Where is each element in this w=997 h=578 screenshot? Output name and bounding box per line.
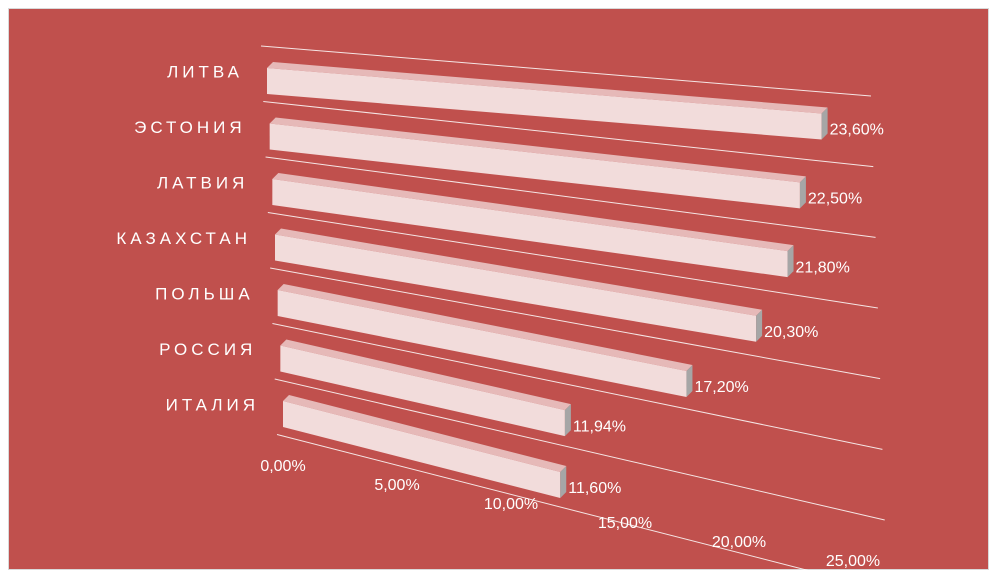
- category-label: ПОЛЬША: [155, 284, 253, 303]
- data-label: 20,30%: [764, 324, 818, 341]
- gridline: [267, 212, 878, 309]
- bar-top-face: [283, 395, 567, 472]
- gridline: [270, 267, 881, 380]
- bar-top-face: [269, 117, 806, 183]
- bar-top-face: [267, 62, 828, 114]
- x-tick-label: 25,00%: [826, 553, 880, 570]
- data-label: 11,94%: [573, 418, 626, 435]
- bar: [272, 179, 788, 278]
- bar-end-face: [821, 107, 828, 140]
- bar-chart: ЛИТВА 23,60% ЭСТОНИЯ 22,50% ЛАТВИЯ 21,80% КАЗА…: [116, 45, 885, 571]
- bar: [267, 68, 822, 140]
- data-label: 21,80%: [796, 259, 850, 276]
- bar-end-face: [799, 176, 806, 209]
- chart-area: ЛИТВА 23,60% ЭСТОНИЯ 22,50% ЛАТВИЯ 21,80% КАЗА…: [8, 8, 989, 571]
- category-label: ЛАТВИЯ: [157, 173, 248, 192]
- gridline: [263, 101, 874, 168]
- bar: [283, 401, 561, 498]
- gridline: [272, 323, 883, 450]
- category-label: КАЗАХСТАН: [116, 229, 251, 248]
- bar-end-face: [564, 404, 571, 437]
- bar-top-face: [275, 228, 763, 316]
- data-label: 22,50%: [808, 191, 862, 208]
- gridline: [274, 378, 885, 521]
- data-label: 23,60%: [830, 122, 884, 139]
- gridline: [260, 45, 872, 97]
- category-label: РОССИЯ: [159, 340, 256, 359]
- x-tick-label: 10,00%: [484, 496, 538, 513]
- bar-end-face: [560, 465, 567, 498]
- x-tick-label: 0,00%: [260, 458, 305, 475]
- bar: [269, 123, 800, 209]
- x-tick-label: 15,00%: [598, 515, 652, 532]
- bar-end-face: [686, 364, 693, 397]
- bar-top-face: [277, 284, 693, 371]
- gridline: [265, 156, 876, 238]
- bar: [277, 290, 687, 397]
- data-label: 11,60%: [568, 480, 621, 497]
- bar-end-face: [756, 309, 763, 342]
- bar: [275, 234, 757, 342]
- bar: [280, 345, 565, 437]
- bar-end-face: [787, 245, 794, 278]
- x-tick-label: 20,00%: [712, 534, 766, 551]
- category-label: ИТАЛИЯ: [166, 395, 259, 414]
- bar-top-face: [272, 173, 794, 252]
- category-label: ЛИТВА: [167, 62, 243, 81]
- data-label: 17,20%: [694, 379, 748, 396]
- gridline: [276, 434, 813, 571]
- x-tick-label: 5,00%: [374, 477, 419, 494]
- bar-top-face: [280, 339, 571, 411]
- category-label: ЭСТОНИЯ: [134, 118, 246, 137]
